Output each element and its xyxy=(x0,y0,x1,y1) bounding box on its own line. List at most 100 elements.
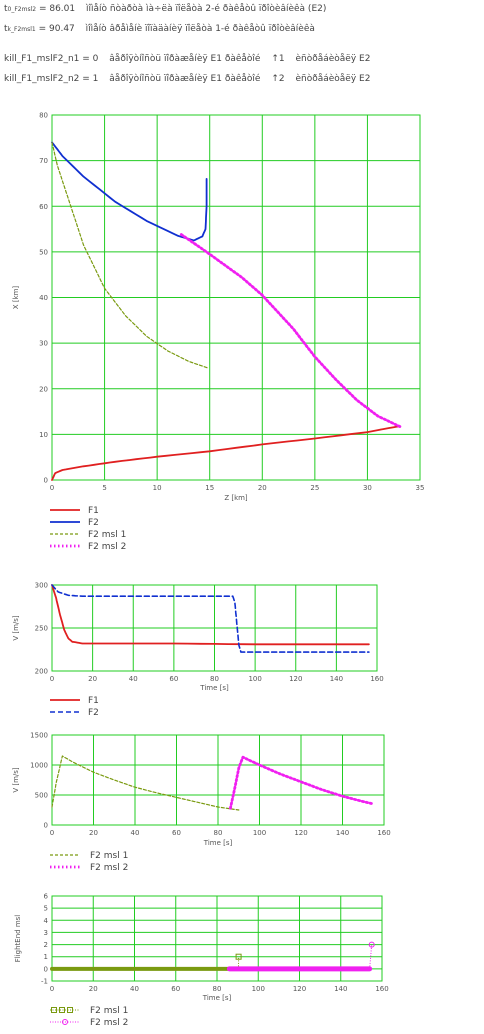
y-tick-label: 1500 xyxy=(30,732,48,740)
y-axis-label: FlightEnd msl xyxy=(14,915,22,963)
legend-marker xyxy=(59,1007,65,1013)
legend-label: F1 xyxy=(88,506,99,516)
y-tick-label: 10 xyxy=(39,431,48,439)
legend-label: F2 msl 2 xyxy=(88,542,126,552)
y-tick-label: 50 xyxy=(39,248,48,256)
x-tick-label: 40 xyxy=(130,985,139,993)
y-tick-label: -1 xyxy=(41,978,48,986)
legend-marker xyxy=(51,1007,57,1013)
series-jump xyxy=(369,944,373,969)
y-tick-label: 6 xyxy=(44,893,49,901)
x-tick-label: 20 xyxy=(88,675,97,683)
x-tick-label: 160 xyxy=(370,675,383,683)
kill-n2-value: = 1 xyxy=(82,74,99,84)
x-tick-label: 60 xyxy=(172,829,181,837)
t0-description: ìîìåíò ñòàðòà ìà÷ëà ïîëåòà 2-é ðàêåòû ïð… xyxy=(86,4,327,14)
legend-label: F2 xyxy=(88,518,99,528)
y-tick-label: 4 xyxy=(44,917,49,925)
series-f2-msl-1 xyxy=(51,755,240,811)
kill-n2-number: ↑2 xyxy=(271,74,285,84)
series-f2-msl-1 xyxy=(51,141,210,369)
x-tick-label: 0 xyxy=(50,484,54,492)
chart-1: 0 5 10 15 20 25 30 35 0 10 20 30 40 50 60 70 80 Z [km] X [… xyxy=(12,112,424,553)
y-tick-label: 30 xyxy=(39,340,48,348)
legend-marker xyxy=(62,1019,68,1025)
t0-subscript: 0_F2msl2 xyxy=(7,6,37,13)
x-tick-label: 140 xyxy=(330,675,343,683)
x-tick-label: 10 xyxy=(153,484,162,492)
legend-label: F2 msl 1 xyxy=(90,851,128,861)
x-tick-label: 100 xyxy=(253,829,266,837)
y-tick-label: 60 xyxy=(39,203,48,211)
x-tick-label: 40 xyxy=(129,675,138,683)
legend-label: F2 msl 2 xyxy=(90,1018,128,1028)
y-tick-label: 300 xyxy=(35,582,48,590)
x-tick-label: 5 xyxy=(102,484,106,492)
x-tick-label: 30 xyxy=(363,484,372,492)
kill-n1-number: ↑1 xyxy=(271,54,285,64)
legend-label: F2 msl 1 xyxy=(88,530,126,540)
tk-value: = 90.47 xyxy=(38,24,75,34)
header-line-2: tk_F2msl1 = 90.47 ìîìåíò âðåìåíè ïîïàäàí… xyxy=(4,24,315,34)
series-f2-msl-2 xyxy=(229,755,375,810)
y-tick-label: 80 xyxy=(39,112,48,120)
y-tick-label: 20 xyxy=(39,385,48,393)
kill-n2-tail: èñòðåáèòåëÿ E2 xyxy=(295,74,371,84)
tk-symbol: t xyxy=(4,24,8,34)
data-point-marker xyxy=(368,941,375,948)
x-tick-label: 140 xyxy=(336,829,349,837)
y-tick-label: 200 xyxy=(35,668,48,676)
y-tick-label: 250 xyxy=(35,625,48,633)
tk-subscript: k_F2msl1 xyxy=(7,26,36,33)
x-tick-label: 0 xyxy=(50,985,54,993)
kill-n1-value: = 0 xyxy=(82,54,99,64)
x-tick-label: 100 xyxy=(252,985,265,993)
chart-3: 0 20 40 60 80 100 120 140 160 0 500 1000 1500 Time [s… xyxy=(12,732,391,874)
x-tick-label: 80 xyxy=(210,675,219,683)
kill-n1-name: kill_F1_mslF2_n1 xyxy=(4,54,80,64)
y-axis-label: V [m/s] xyxy=(12,615,20,641)
t0-value: = 86.01 xyxy=(38,4,76,14)
tk-description: ìîìåíò âðåìåíè ïîïàäàíèÿ ïîëåòà 1-é ðàêå… xyxy=(85,24,315,34)
header-line-3: kill_F1_mslF2_n1 = 0 âåðîÿòíîñòü ïîðàæåí… xyxy=(4,54,370,64)
x-tick-label: 0 xyxy=(50,675,54,683)
x-tick-label: 20 xyxy=(89,985,98,993)
legend-marker xyxy=(67,1007,73,1013)
chart-2: 0 20 40 60 80 100 120 140 160 200 250 300 Time [s] V … xyxy=(12,582,384,719)
x-axis-label: Time [s] xyxy=(202,994,232,1002)
legend-label: F2 msl 1 xyxy=(90,1006,128,1016)
x-tick-label: 0 xyxy=(50,829,54,837)
legend-label: F2 msl 2 xyxy=(90,863,128,873)
legend-label: F1 xyxy=(88,696,99,706)
x-tick-label: 20 xyxy=(89,829,98,837)
x-tick-label: 100 xyxy=(248,675,261,683)
kill-n2-description: âåðîÿòíîñòü ïîðàæåíèÿ E1 ðàêåòîé xyxy=(109,74,261,84)
x-tick-label: 25 xyxy=(310,484,319,492)
x-tick-label: 160 xyxy=(377,829,390,837)
legend-label: F2 xyxy=(88,708,99,718)
kill-n2-name: kill_F1_mslF2_n2 xyxy=(4,74,80,84)
x-tick-label: 160 xyxy=(375,985,388,993)
header-line-4: kill_F1_mslF2_n2 = 1 âåðîÿòíîñòü ïîðàæåí… xyxy=(4,74,370,84)
series-f1 xyxy=(51,584,370,646)
x-tick-label: 60 xyxy=(169,675,178,683)
y-tick-label: 0 xyxy=(44,965,48,973)
x-axis-label: Time [s] xyxy=(199,684,229,692)
kill-n1-tail: èñòðåáèòåëÿ E2 xyxy=(295,54,371,64)
series-f2-msl-2 xyxy=(179,233,402,428)
y-tick-label: 0 xyxy=(44,477,48,485)
x-tick-label: 20 xyxy=(258,484,267,492)
x-axis-label: Z [km] xyxy=(224,494,248,502)
x-tick-label: 140 xyxy=(334,985,347,993)
y-tick-label: 1000 xyxy=(30,762,48,770)
kill-n1-description: âåðîÿòíîñòü ïîðàæåíèÿ E1 ðàêåòîé xyxy=(109,54,261,64)
x-tick-label: 120 xyxy=(294,829,307,837)
y-tick-label: 40 xyxy=(39,294,48,302)
x-axis-label: Time [s] xyxy=(203,839,233,847)
series-f2 xyxy=(51,141,208,242)
x-tick-label: 120 xyxy=(293,985,306,993)
y-tick-label: 0 xyxy=(44,822,48,830)
x-tick-label: 80 xyxy=(214,829,223,837)
y-axis-label: X [km] xyxy=(12,286,20,310)
